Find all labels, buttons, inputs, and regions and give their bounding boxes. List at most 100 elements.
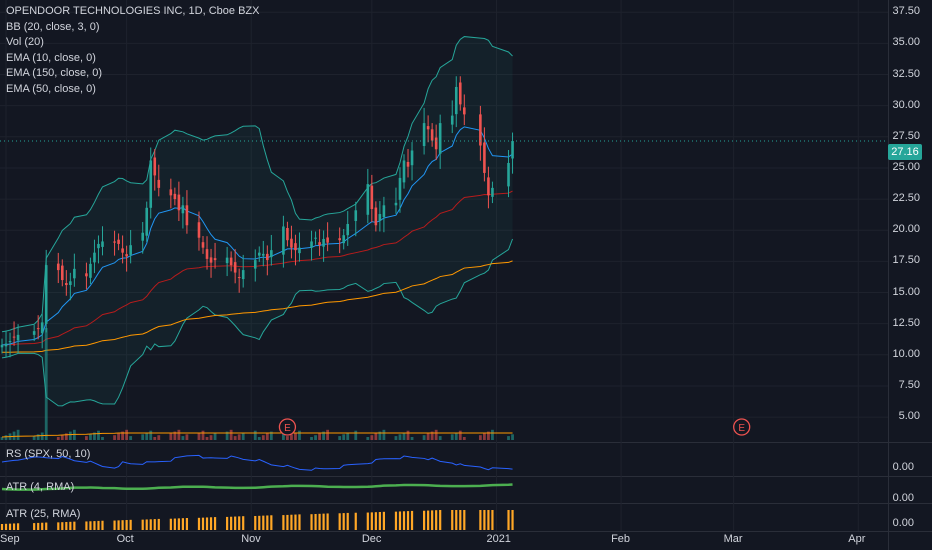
candle-body — [61, 265, 64, 281]
atr25-column — [145, 519, 148, 530]
atr25-column — [254, 516, 257, 530]
candle-body — [257, 252, 261, 256]
volume-bar — [269, 431, 273, 440]
candle-body — [4, 343, 8, 347]
volume-bar — [197, 432, 201, 440]
candle-body — [97, 243, 100, 249]
time-tick-label: Oct — [116, 533, 134, 545]
atr25-column — [483, 510, 486, 530]
atr25-column — [326, 513, 329, 530]
atr25-column — [374, 512, 377, 530]
candle-body — [438, 123, 442, 154]
volume-bar — [253, 430, 257, 440]
candle-body — [101, 241, 104, 247]
atr25-column — [61, 522, 64, 530]
time-tick-label: Sep — [0, 533, 20, 545]
time-tick-label: Nov — [241, 533, 261, 545]
volume-bar — [113, 435, 116, 440]
atr25-columns — [0, 510, 514, 530]
candles — [0, 76, 514, 358]
atr25-column — [97, 520, 100, 530]
indicator-ema10-label[interactable]: EMA (10, close, 0) — [6, 51, 96, 64]
indicator-bb-label[interactable]: BB (20, close, 3, 0) — [6, 20, 100, 33]
indicator-ema50-label[interactable]: EMA (50, close, 0) — [6, 82, 96, 95]
atr25-column — [507, 510, 510, 530]
candle-body — [181, 205, 185, 214]
atr25-column — [177, 518, 180, 530]
volume-bar — [342, 434, 346, 440]
atr25-pane-label[interactable]: ATR (25, RMA) — [6, 508, 81, 520]
volume-bar — [213, 433, 217, 440]
volume-bar — [40, 432, 44, 440]
indicator-vol-label[interactable]: Vol (20) — [6, 36, 44, 48]
volume-bar — [410, 437, 414, 440]
volume-bar — [378, 431, 382, 440]
candle-body — [201, 242, 205, 248]
atr25-column — [69, 521, 72, 530]
candle-body — [177, 194, 181, 211]
volume-bar — [402, 432, 406, 440]
atr25-column — [226, 516, 229, 530]
volume-bar — [398, 434, 402, 440]
atr4-line — [1, 483, 513, 491]
indicator-ema150-label[interactable]: EMA (150, close, 0) — [6, 67, 102, 79]
atr25-column — [402, 511, 406, 530]
volume-bar — [241, 432, 245, 440]
candle-body — [402, 160, 406, 183]
candle-body — [454, 86, 458, 115]
atr25-column — [141, 519, 144, 530]
volume-bar — [237, 434, 241, 440]
atr25-column — [431, 510, 434, 530]
volume-bar — [169, 433, 173, 440]
atr25-axis-value: 0.00 — [892, 517, 914, 529]
volume-bar — [430, 431, 434, 440]
candle-body — [225, 257, 229, 264]
atr25-column — [378, 512, 381, 530]
atr4-pane-label[interactable]: ATR (4, RMA) — [6, 481, 75, 493]
volume-ma-line — [1, 432, 513, 438]
candle-body — [394, 202, 398, 206]
atr25-column — [298, 514, 301, 530]
atr25-column — [12, 523, 16, 530]
candle-body — [342, 235, 345, 244]
candle-body — [253, 260, 257, 269]
atr25-column — [57, 522, 60, 530]
atr25-column — [354, 512, 357, 530]
volume-bar — [318, 433, 321, 440]
earnings-marker-text: E — [284, 423, 291, 434]
candle-body — [125, 254, 128, 257]
atr25-column — [282, 515, 285, 530]
earnings-circle — [278, 418, 297, 436]
price-tick-label: 12.50 — [892, 316, 920, 329]
atr25-column — [113, 520, 116, 530]
rs-pane-label[interactable]: RS (SPX, 50, 10) — [6, 448, 91, 460]
symbol-title[interactable]: OPENDOOR TECHNOLOGIES INC, 1D, Cboe BZX — [6, 5, 260, 17]
volume-bar — [326, 429, 330, 440]
candle-body — [213, 258, 217, 261]
volume-bar — [149, 430, 153, 440]
candle-body — [262, 253, 265, 256]
atr25-column — [342, 513, 345, 530]
atr25-column — [205, 517, 209, 530]
price-tick-label: 20.00 — [892, 223, 920, 236]
candle-body — [483, 142, 486, 173]
candle-body — [16, 334, 20, 341]
volume-bar — [286, 436, 289, 440]
atr25-column — [157, 518, 160, 530]
candle-body — [463, 107, 466, 115]
volume-bar — [338, 436, 342, 440]
atr25-column — [290, 514, 293, 530]
volume-bar — [507, 436, 510, 440]
volume-bar — [101, 437, 104, 440]
candle-body — [141, 232, 144, 241]
atr25-column — [93, 521, 96, 530]
earnings-marker: E — [278, 418, 297, 436]
volume-bar — [434, 429, 438, 440]
candle-body — [266, 253, 269, 261]
volume-bar — [374, 433, 378, 440]
volume-bar — [491, 429, 494, 440]
volume-bar — [141, 434, 145, 440]
